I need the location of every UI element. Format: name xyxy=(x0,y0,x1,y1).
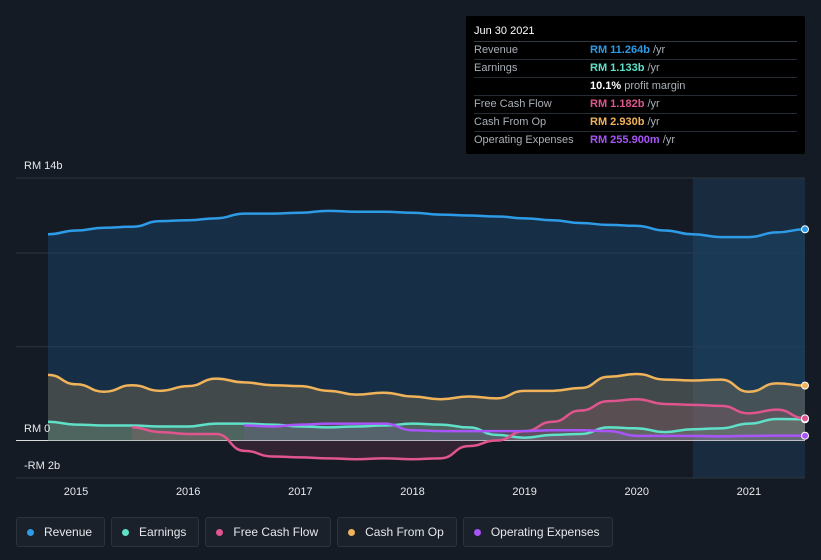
legend-label: Revenue xyxy=(44,525,93,539)
legend-dot-icon xyxy=(348,528,356,536)
x-tick-label: 2017 xyxy=(288,486,312,498)
legend-item-free-cash-flow[interactable]: Free Cash Flow xyxy=(205,517,332,547)
x-tick-label: 2018 xyxy=(400,486,424,498)
series-line-revenue xyxy=(47,209,806,239)
legend-item-earnings[interactable]: Earnings xyxy=(111,517,200,547)
tooltip-row-label: Operating Expenses xyxy=(474,134,574,146)
tooltip-row-value: RM 2.930b xyxy=(590,116,645,128)
tooltip-row: Earnings RM 1.133b /yr xyxy=(474,60,797,78)
tooltip-row-label: Cash From Op xyxy=(474,116,547,128)
tooltip-row-unit: profit margin xyxy=(621,80,686,92)
tooltip-row-value: RM 1.182b xyxy=(590,98,645,110)
x-tick-label: 2016 xyxy=(176,486,200,498)
y-top-label: RM 14b xyxy=(24,160,63,172)
tooltip-row: Free Cash Flow RM 1.182b /yr xyxy=(474,96,797,114)
tooltip-row: 10.1% profit margin xyxy=(474,78,797,96)
tooltip-row-label: Earnings xyxy=(474,62,518,74)
tooltip-row-value: RM 255.900m xyxy=(590,134,660,146)
series-endpoint xyxy=(801,414,809,423)
tooltip-row-label: Free Cash Flow xyxy=(474,98,552,110)
tooltip-row-unit: /yr xyxy=(644,116,660,128)
series-fill-free-cash-flow xyxy=(132,399,806,460)
series-line-operating-expenses xyxy=(244,422,806,438)
series-line-earnings xyxy=(47,417,806,439)
legend-dot-icon xyxy=(216,528,224,536)
tooltip-row-value: RM 11.264b xyxy=(590,44,650,56)
legend-label: Operating Expenses xyxy=(490,525,600,539)
tooltip-row-value: RM 1.133b xyxy=(590,62,645,74)
x-tick-label: 2019 xyxy=(512,486,536,498)
tooltip-row-label: Revenue xyxy=(474,44,519,56)
tooltip-row-value: 10.1% xyxy=(590,80,622,92)
y-zero-label: RM 0 xyxy=(24,423,51,435)
legend-item-operating-expenses[interactable]: Operating Expenses xyxy=(462,517,613,547)
x-tick-label: 2021 xyxy=(737,486,761,498)
y-bottom-label: -RM 2b xyxy=(24,460,61,472)
x-tick-label: 2020 xyxy=(625,486,649,498)
legend-item-cash-from-op[interactable]: Cash From Op xyxy=(337,517,457,547)
tooltip-date: Jun 30 2021 xyxy=(474,23,797,42)
series-line-free-cash-flow xyxy=(132,397,806,461)
legend-label: Cash From Op xyxy=(365,525,444,539)
tooltip-row: Cash From Op RM 2.930b /yr xyxy=(474,114,797,132)
tooltip-row-unit: /yr xyxy=(649,44,666,56)
tooltip-row-unit: /yr xyxy=(644,62,660,74)
legend-label: Earnings xyxy=(139,525,187,539)
tooltip-row: Revenue RM 11.264b /yr xyxy=(474,42,797,60)
series-endpoint xyxy=(801,381,809,390)
tooltip-row-label xyxy=(474,78,590,95)
legend-label: Free Cash Flow xyxy=(233,525,319,539)
tooltip-panel: Jun 30 2021 Revenue RM 11.264b /yr Earning… xyxy=(466,16,805,154)
series-endpoint xyxy=(801,225,809,234)
series-line-cash-from-op xyxy=(47,372,806,401)
tooltip-row: Operating Expenses RM 255.900m /yr xyxy=(474,132,797,149)
legend-dot-icon xyxy=(473,528,481,536)
x-tick-label: 2015 xyxy=(64,486,88,498)
series-endpoint xyxy=(801,431,809,440)
legend-item-revenue[interactable]: Revenue xyxy=(16,517,106,547)
tooltip-row-unit: /yr xyxy=(659,134,675,146)
legend: Revenue Earnings Free Cash Flow Cash From O… xyxy=(16,517,613,547)
legend-dot-icon xyxy=(122,528,130,536)
legend-dot-icon xyxy=(27,528,34,536)
tooltip-row-unit: /yr xyxy=(644,98,660,110)
